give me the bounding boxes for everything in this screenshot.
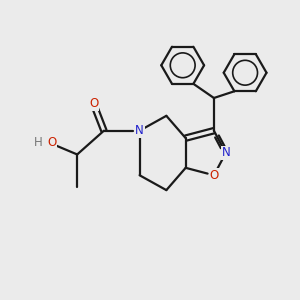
Text: O: O <box>47 136 56 149</box>
Text: O: O <box>209 169 218 182</box>
Text: N: N <box>135 124 144 137</box>
Text: O: O <box>89 98 98 110</box>
Text: N: N <box>221 146 230 160</box>
Text: H: H <box>34 136 43 149</box>
